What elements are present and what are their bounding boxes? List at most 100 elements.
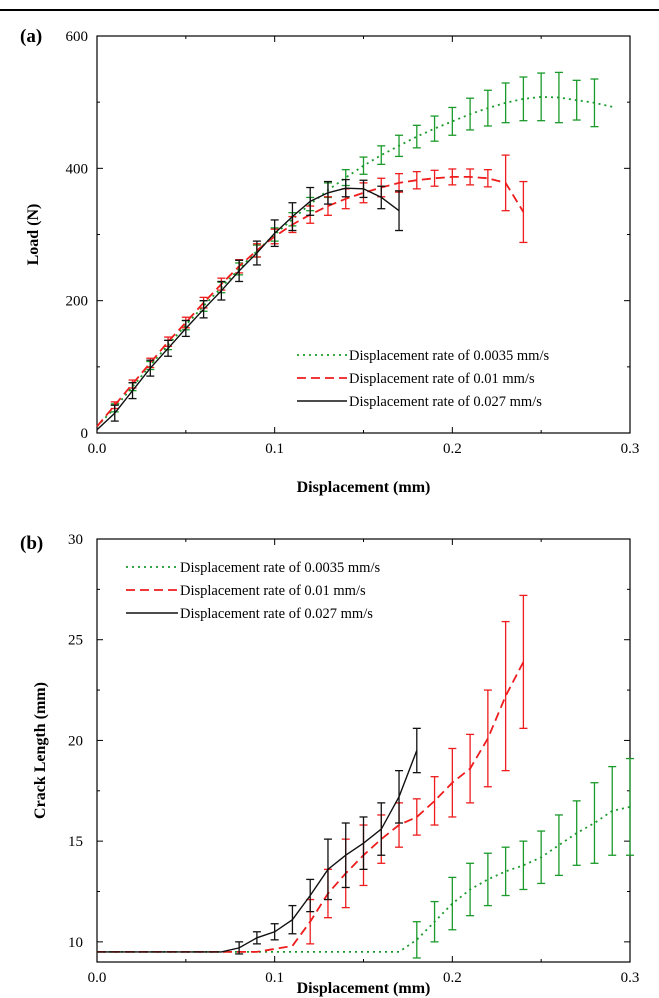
panel-b-series-3-error-bar [395, 769, 404, 824]
panel-b-legend-label: Displacement rate of 0.027 mm/s [180, 606, 373, 622]
panel-a-series-3-error-bar [199, 300, 208, 319]
panel-b-series-1-error-bar [626, 757, 634, 856]
panel-a-series-2-error-bar [430, 169, 439, 187]
panel-a: (a) 0.0 0.1 0.2 0.3 0 200 400 600 Displacement (m… [20, 26, 639, 496]
panel-b-series-3-error-bar [306, 878, 315, 913]
panel-a-series-3-line [96, 187, 400, 431]
panel-b-series-2-error-bar [430, 776, 439, 826]
panel-a-x-tick-label: 0.2 [443, 441, 462, 457]
panel-a-series-2-error-bar [501, 154, 510, 212]
panel-b-y-tick-label: 10 [68, 935, 83, 951]
panel-a-series-3-error-bar [270, 219, 279, 248]
panel-b-legend-entry: Displacement rate of 0.0035 mm/s [126, 560, 380, 576]
panel-b-series-3-error-bar [235, 941, 244, 955]
panel-b-series-1-error-bar [590, 782, 599, 864]
panel-b-series-1-error-bar [554, 814, 563, 877]
panel-a-series-3-error-bar [377, 185, 386, 210]
panel-a-series-3-error-bar [306, 186, 315, 216]
panel-a-series-1-error-bar [483, 89, 492, 127]
panel-b-series-3-error-bar [341, 822, 350, 889]
panel-b-series-1-error-bar [412, 921, 421, 959]
panel-a-series-1-error-bar [430, 115, 439, 142]
panel-a-series-1-error-bar [519, 76, 528, 122]
panel-a-series-2-error-bar [448, 168, 457, 186]
panel-a-series-1-error-bar [537, 72, 546, 122]
panel-b-y-tick-label: 15 [68, 834, 83, 850]
panel-a-legend-entry: Displacement rate of 0.01 mm/s [297, 371, 535, 387]
panel-a-series-3-error-bar [235, 259, 244, 283]
panel-b-series-2-error-bar [448, 747, 457, 818]
panel-a-series-3-error-bar [128, 382, 137, 400]
panel-a-series-1-error-bar [359, 156, 368, 175]
panel-a-y-tick-label: 600 [66, 29, 89, 45]
panel-b-series-1-line [97, 806, 631, 953]
panel-a-label: (a) [20, 26, 42, 47]
panel-a-series-1-error-bar [501, 82, 510, 124]
panel-a-series-3-error-bar [341, 178, 350, 198]
panel-b-series-3-error-bar [270, 923, 279, 941]
panel-a-series-1-error-bar [412, 124, 421, 149]
panel-a-series-3-error-bar [323, 180, 332, 205]
panel-a-series-1-error-bar [448, 106, 457, 136]
panel-b-legend-label: Displacement rate of 0.0035 mm/s [180, 560, 380, 576]
panel-a-series-1-error-bar [572, 79, 581, 121]
panel-a-series-3-error-bar [359, 179, 368, 199]
panel-b-series-1-error-bar [430, 900, 439, 943]
panel-a-legend-label: Displacement rate of 0.01 mm/s [349, 371, 535, 387]
panel-a-legend-label: Displacement rate of 0.027 mm/s [349, 394, 542, 410]
panel-b-series-1-error-bar [448, 876, 457, 931]
panel-b-series-2-error-bar [519, 594, 528, 729]
panel-b-series-3-error-bar [252, 931, 261, 945]
panel-a-series-1-error-bar [466, 97, 475, 131]
panel-a-y-tick-label: 400 [66, 161, 89, 177]
panel-a-legend-entry: Displacement rate of 0.0035 mm/s [297, 348, 549, 364]
panel-a-legend-label: Displacement rate of 0.0035 mm/s [349, 348, 549, 364]
panel-a-series-1-error-bar [395, 134, 404, 158]
panel-b-legend-entry: Displacement rate of 0.027 mm/s [126, 606, 373, 622]
panel-b-y-tick-label: 30 [68, 532, 83, 548]
panel-b-y-tick-label: 20 [68, 733, 83, 749]
panel-b-series-3-line [97, 750, 418, 953]
panel-b-legend-entry: Displacement rate of 0.01 mm/s [126, 583, 366, 599]
panel-a-y-tick-label: 0 [81, 426, 89, 442]
panel-b-series-1-error-bar [519, 840, 528, 891]
panel-a-series-2-error-bar [483, 169, 492, 188]
panel-a-series-1-error-bar [377, 145, 386, 166]
panel-a-series-3-error-bar [252, 240, 261, 266]
panel-a-x-tick-label: 0.1 [265, 441, 284, 457]
panel-b-label: (b) [20, 533, 43, 554]
panel-b-series-2-error-bar [483, 689, 492, 788]
panel-b-series-1-error-bar [608, 765, 617, 856]
panel-b-y-axis-title: Crack Length (mm) [32, 682, 49, 819]
panel-b-series-3-error-bar [359, 816, 368, 870]
panel-b-series-2-error-bar [412, 798, 421, 836]
panel-b-series-3-error-bar [412, 727, 421, 774]
panel-a-series-3-error-bar [164, 339, 173, 357]
panel-b-series-1-error-bar [483, 852, 492, 907]
panel-a-series-3-error-bar [181, 319, 190, 338]
panel-a-x-tick-label: 0.3 [621, 441, 640, 457]
panel-b-legend-label: Displacement rate of 0.01 mm/s [180, 583, 366, 599]
panel-b-series-3-error-bar [377, 802, 386, 856]
panel-a-series-1-error-bar [554, 71, 563, 124]
panel-a-series-1-error-bar [590, 78, 599, 128]
panel-b-plot-frame [96, 538, 631, 963]
panel-b-series-2-error-bar [501, 620, 510, 772]
panel-a-x-tick-label: 0.0 [88, 441, 107, 457]
panel-a-x-axis-title: Displacement (mm) [297, 479, 431, 496]
panel-b-x-tick-label: 0.1 [265, 970, 284, 986]
panel-b-series-1-error-bar [537, 830, 546, 885]
panel-b-y-tick-label: 25 [68, 633, 83, 649]
panel-b-series-1-error-bar [466, 862, 475, 917]
panel-a-series-3-error-bar [288, 202, 297, 232]
panel-a-series-3-error-bar [217, 280, 226, 301]
panel-b-series-1-error-bar [572, 800, 581, 866]
panel-b-series-2-line [97, 661, 525, 953]
panel-b: (b) 0.0 0.1 0.2 0.3 10 15 20 25 30 Displacement (m… [20, 532, 639, 997]
panel-b-x-tick-label: 0.2 [443, 970, 462, 986]
panel-b-x-axis-title: Displacement (mm) [297, 980, 431, 997]
panel-b-series-1-error-bar [501, 846, 510, 897]
panel-b-series-3-error-bar [288, 904, 297, 935]
